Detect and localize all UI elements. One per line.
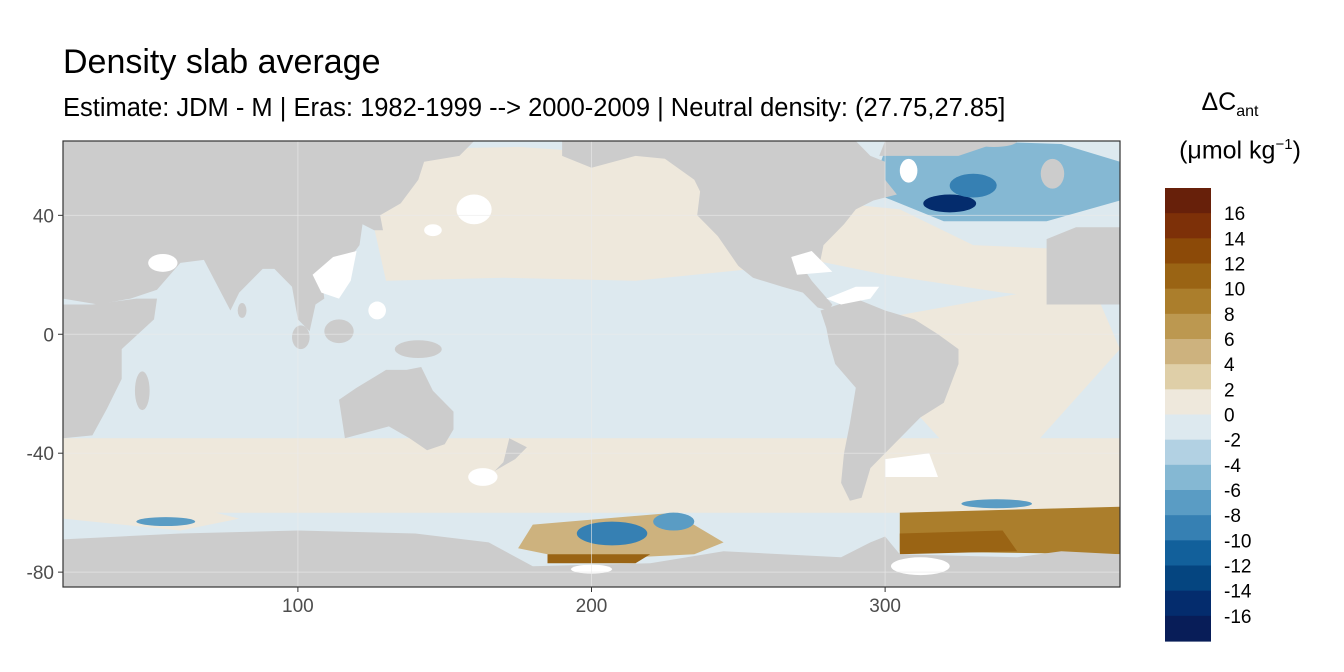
legend-label: -4	[1224, 456, 1241, 477]
x-tick-label: 300	[869, 596, 901, 617]
africa-land	[63, 298, 157, 439]
legend-swatch	[1165, 389, 1211, 416]
eurasia-land	[63, 141, 475, 332]
legend-label: -6	[1224, 481, 1241, 502]
legend-label: 2	[1224, 380, 1235, 401]
madagascar-land	[134, 371, 150, 411]
legend-swatch	[1165, 238, 1211, 265]
y-tick-label: -80	[27, 563, 54, 584]
nodata-south-china-sea	[312, 251, 357, 299]
equatorial-pacific-region	[474, 304, 739, 359]
legend: 16 14 12 10 8 6 4 2 0 -2 -4 -6 -8 -10 -12 -14 -16	[1165, 188, 1252, 642]
new-zealand-land	[494, 438, 527, 471]
sri-lanka-land	[237, 303, 247, 318]
legend-label: 10	[1224, 280, 1245, 301]
legend-label: -16	[1224, 607, 1251, 628]
legend-label: 16	[1224, 204, 1245, 225]
south-america-land	[820, 298, 959, 501]
y-tick-label: -40	[27, 444, 54, 465]
legend-swatch	[1165, 414, 1211, 441]
antarctica-land	[63, 530, 1120, 587]
nodata-patagonia-shelf	[885, 453, 938, 477]
legend-swatch	[1165, 464, 1211, 491]
west-africa-land	[1046, 227, 1120, 305]
legend-title: ΔCant	[1170, 88, 1290, 121]
legend-label: 12	[1224, 255, 1245, 276]
legend-unit-close: )	[1292, 136, 1301, 165]
map-panel	[63, 141, 1120, 587]
legend-label: -2	[1224, 431, 1241, 452]
y-tick-label: 0	[43, 325, 54, 346]
legend-swatch	[1165, 565, 1211, 592]
legend-swatch	[1165, 439, 1211, 466]
legend-label: -10	[1224, 531, 1251, 552]
legend-unit-open: (μmol kg	[1179, 136, 1276, 165]
labrador-sea-core	[923, 194, 977, 213]
nodata-campbell	[468, 468, 498, 486]
greenland-land	[879, 141, 1003, 156]
sumatra-land	[292, 325, 310, 350]
british-isles-land	[1040, 158, 1065, 189]
ross-sea-shelf	[547, 554, 651, 564]
legend-label: -14	[1224, 582, 1252, 603]
north-america-land	[562, 141, 897, 311]
legend-label: 6	[1224, 330, 1235, 351]
ross-sea-eddy-2	[653, 512, 695, 531]
chart-subtitle: Estimate: JDM - M | Eras: 1982-1999 --> …	[63, 94, 1006, 122]
legend-swatch	[1165, 364, 1211, 390]
legend-title-main: ΔC	[1201, 88, 1237, 116]
legend-swatch	[1165, 188, 1211, 214]
borneo-land	[324, 319, 354, 344]
legend-label: 8	[1224, 305, 1235, 326]
indian-sector-coastal	[136, 517, 196, 527]
legend-label: 0	[1224, 406, 1235, 427]
legend-swatch	[1165, 339, 1211, 365]
legend-swatch	[1165, 590, 1211, 617]
nodata-weddell-ice	[890, 557, 950, 576]
nodata-gulf-of-mexico	[791, 251, 833, 275]
nodata-philippines	[368, 301, 386, 320]
weddell-front-patch	[961, 499, 1032, 509]
x-tick-label: 100	[282, 596, 314, 617]
nodata-japan	[424, 224, 442, 237]
y-tick-label: 40	[33, 206, 54, 227]
legend-unit-sup: −1	[1275, 136, 1293, 153]
north-pacific-region	[356, 146, 753, 281]
legend-label: -12	[1224, 557, 1251, 578]
legend-swatch	[1165, 288, 1211, 315]
x-tick-label: 200	[576, 596, 608, 617]
legend-swatch	[1165, 263, 1211, 290]
legend-swatch	[1165, 313, 1211, 340]
new-guinea-land	[394, 340, 442, 359]
nodata-caribbean	[826, 286, 880, 305]
ross-sea-eddies	[576, 521, 648, 546]
australia-land	[339, 367, 454, 451]
iceland-land	[970, 141, 1018, 147]
legend-swatch	[1165, 213, 1211, 239]
indian-sector-band	[63, 497, 240, 531]
legend-title-sub: ant	[1236, 103, 1259, 120]
tropical-atlantic-region	[811, 200, 1115, 305]
chart-title: Density slab average	[63, 43, 381, 81]
nodata-gulf	[148, 253, 178, 272]
legend-swatch	[1165, 515, 1211, 541]
north-atlantic-patch	[949, 173, 997, 198]
nodata-hudson	[899, 158, 918, 183]
legend-swatch	[1165, 615, 1211, 642]
nodata-nw-pacific	[456, 194, 492, 225]
legend-label: -8	[1224, 506, 1241, 527]
legend-swatch	[1165, 490, 1211, 516]
legend-swatch	[1165, 540, 1211, 567]
legend-label: 4	[1224, 355, 1235, 376]
legend-label: 14	[1224, 229, 1246, 250]
weddell-sea-inner	[899, 530, 1018, 555]
legend-unit: (μmol kg−1)	[1158, 136, 1322, 165]
